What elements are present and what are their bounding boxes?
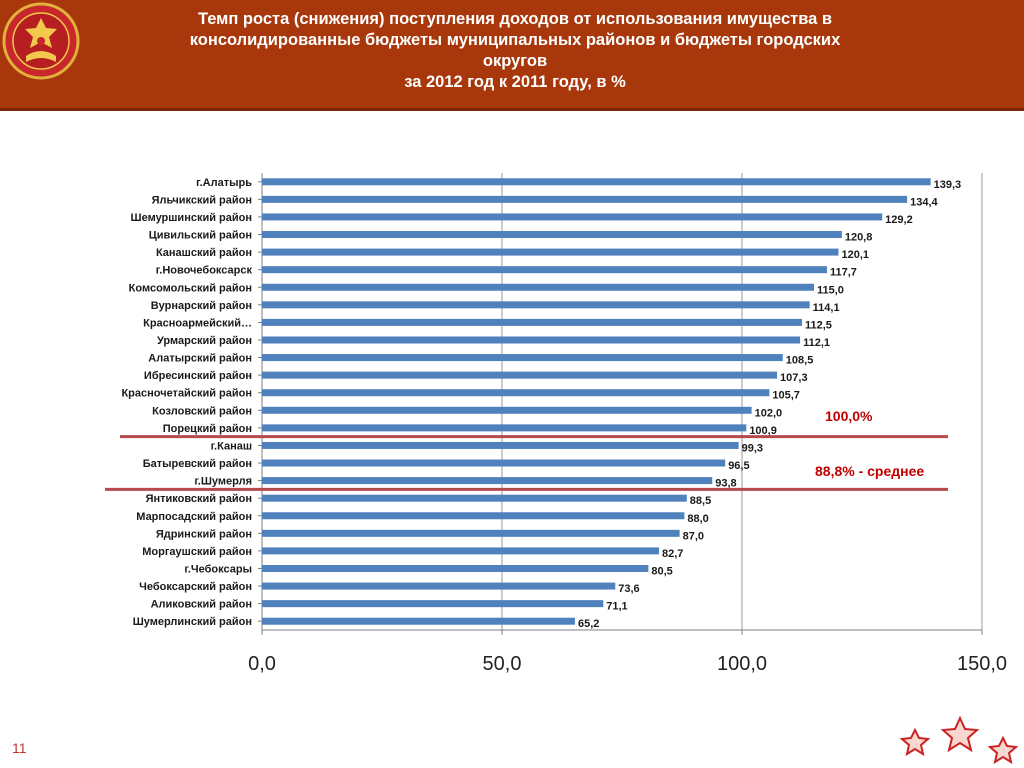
category-label: Козловский район [152, 405, 252, 417]
bar [262, 494, 687, 502]
data-label: 96,5 [728, 460, 749, 472]
bar [262, 213, 883, 221]
bar [262, 459, 726, 467]
category-label: Янтиковский район [146, 493, 252, 505]
title-line-3: округов [482, 52, 548, 70]
x-tick-label: 150,0 [957, 653, 1007, 675]
data-label: 82,7 [662, 548, 683, 560]
category-label: Порецкий район [163, 423, 252, 435]
category-label: Ядринский район [156, 528, 252, 540]
data-label: 71,1 [606, 601, 627, 613]
category-label: Аликовский район [151, 599, 252, 611]
category-label: Шумерлинский район [133, 616, 252, 628]
category-label: г.Шумерля [194, 476, 252, 488]
data-label: 88,0 [687, 513, 708, 525]
data-label: 65,2 [578, 618, 599, 630]
category-label: Красночетайский район [121, 388, 252, 400]
bar [262, 195, 908, 203]
category-label: г.Новочебоксарск [156, 265, 253, 277]
bar [262, 547, 659, 555]
page-title: Темп роста (снижения) поступления доходо… [95, 9, 935, 93]
x-tick-label: 100,0 [717, 653, 767, 675]
title-line-1: Темп роста (снижения) поступления доходо… [197, 10, 833, 28]
bar [262, 512, 685, 520]
data-label: 112,5 [805, 319, 832, 331]
category-label: Чебоксарский район [139, 581, 252, 593]
title-line-4: за 2012 год к 2011 году, в % [404, 73, 626, 91]
category-label: Батыревский район [143, 458, 252, 470]
bar [262, 441, 739, 449]
category-label: г.Канаш [211, 440, 252, 452]
bar [262, 231, 842, 239]
category-label: Красноармейский… [143, 317, 252, 329]
data-label: 120,1 [841, 249, 869, 261]
category-label: Моргаушский район [142, 546, 252, 558]
category-label: Алатырский район [148, 353, 252, 365]
category-label: Яльчикский район [152, 194, 252, 206]
bar [262, 283, 814, 291]
bar [262, 248, 839, 256]
bar [262, 424, 747, 432]
data-label: 129,2 [885, 214, 913, 226]
bar [262, 600, 604, 608]
data-label: 93,8 [715, 478, 736, 490]
bar [262, 318, 802, 326]
bar [262, 371, 778, 379]
data-label: 73,6 [618, 583, 639, 595]
data-label: 107,3 [780, 372, 808, 384]
category-label: Цивильский район [149, 230, 252, 242]
data-label: 139,3 [934, 179, 962, 191]
bar [262, 389, 770, 397]
star-icon [899, 715, 1019, 765]
slide-number: 11 [12, 740, 27, 756]
x-tick-label: 0,0 [248, 653, 276, 675]
category-label: г.Алатырь [196, 177, 252, 189]
data-label: 87,0 [683, 530, 704, 542]
bar [262, 582, 616, 590]
bar [262, 406, 752, 414]
data-label: 112,1 [803, 337, 830, 349]
bar [262, 178, 931, 186]
data-label: 114,1 [813, 302, 840, 314]
header-banner: Темп роста (снижения) поступления доходо… [0, 0, 1024, 111]
data-label: 80,5 [651, 565, 672, 577]
data-label: 115,0 [817, 284, 844, 296]
annotation-label: 88,8% - среднее [815, 463, 924, 479]
category-label: Канашский район [156, 247, 252, 259]
data-label: 117,7 [830, 267, 857, 279]
data-label: 100,9 [749, 425, 777, 437]
category-label: Вурнарский район [151, 300, 252, 312]
bar [262, 617, 575, 625]
bar [262, 301, 810, 309]
category-label: Ибресинский район [144, 370, 252, 382]
category-label: Марпосадский район [136, 511, 252, 523]
title-line-2: консолидированные бюджеты муниципальных … [189, 31, 841, 49]
bar [262, 564, 649, 572]
decorative-stars [899, 715, 1019, 765]
bar [262, 336, 801, 344]
category-label: Урмарский район [157, 335, 252, 347]
data-label: 134,4 [910, 196, 938, 208]
bar [262, 354, 783, 362]
data-label: 102,0 [755, 407, 783, 419]
x-tick-label: 50,0 [483, 653, 522, 675]
data-label: 108,5 [786, 355, 814, 367]
bar [262, 477, 713, 485]
annotation-label: 100,0% [825, 408, 873, 424]
data-label: 105,7 [772, 390, 800, 402]
category-label: Шемуршинский район [131, 212, 252, 224]
category-label: г.Чебоксары [184, 563, 252, 575]
emblem-icon [2, 2, 80, 80]
category-label: Комсомольский район [129, 282, 252, 294]
data-label: 88,5 [690, 495, 711, 507]
bar [262, 529, 680, 537]
data-label: 99,3 [742, 442, 763, 454]
bar [262, 266, 827, 274]
data-label: 120,8 [845, 232, 873, 244]
